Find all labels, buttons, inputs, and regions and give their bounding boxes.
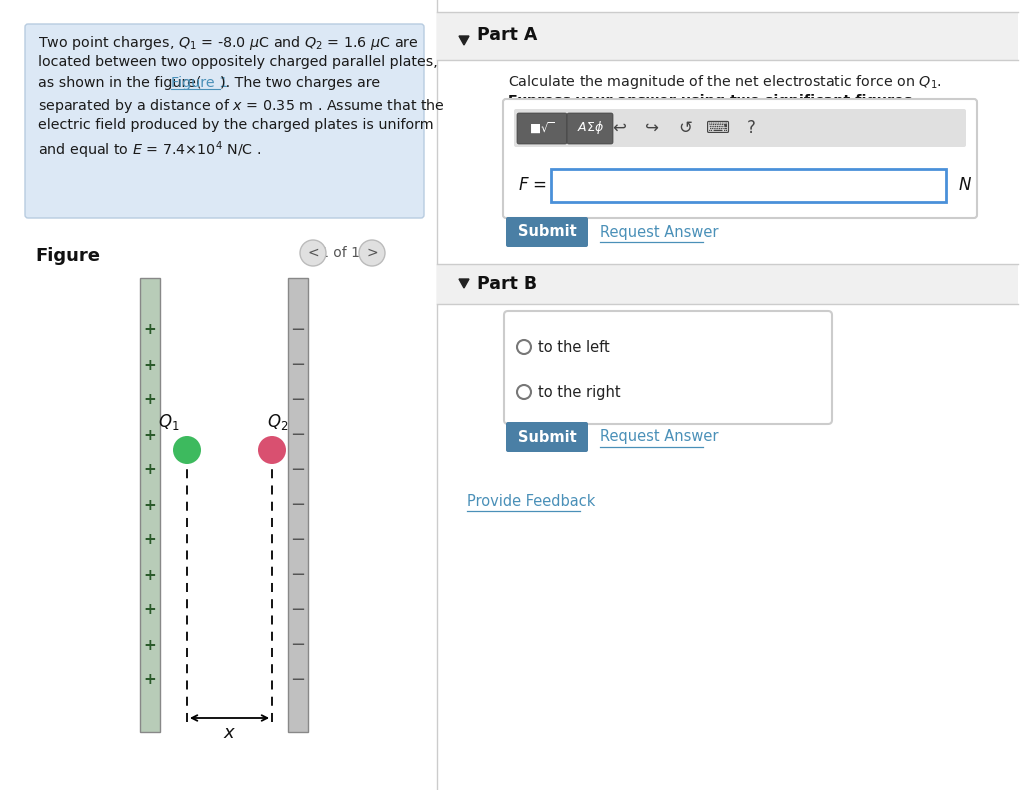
Text: $Q_1$: $Q_1$ [159, 412, 180, 432]
Text: Two point charges, $Q_1$ = -8.0 $\mu$C and $Q_2$ = 1.6 $\mu$C are: Two point charges, $Q_1$ = -8.0 $\mu$C a… [38, 34, 419, 52]
Circle shape [359, 240, 385, 266]
FancyBboxPatch shape [517, 113, 567, 144]
Text: −: − [291, 531, 305, 549]
Text: $Q_2$: $Q_2$ [267, 412, 289, 432]
FancyBboxPatch shape [437, 12, 1018, 60]
Text: Submit: Submit [517, 224, 577, 239]
FancyBboxPatch shape [504, 311, 831, 424]
Circle shape [517, 340, 531, 354]
Text: Request Answer: Request Answer [600, 224, 719, 239]
Text: electric field produced by the charged plates is uniform: electric field produced by the charged p… [38, 118, 433, 132]
FancyBboxPatch shape [506, 217, 588, 247]
Circle shape [300, 240, 326, 266]
Text: +: + [143, 393, 157, 408]
Circle shape [173, 436, 201, 464]
FancyBboxPatch shape [288, 278, 308, 732]
Text: $F$ =: $F$ = [518, 176, 547, 194]
Text: −: − [291, 321, 305, 339]
FancyBboxPatch shape [503, 99, 977, 218]
Text: −: − [291, 356, 305, 374]
Text: Provide Feedback: Provide Feedback [467, 495, 595, 510]
FancyBboxPatch shape [551, 168, 946, 201]
Text: Request Answer: Request Answer [600, 430, 719, 445]
Text: Give its direction.: Give its direction. [508, 317, 633, 331]
FancyBboxPatch shape [567, 113, 613, 144]
Text: ⌨: ⌨ [706, 119, 730, 137]
Text: +: + [143, 567, 157, 582]
Text: +: + [143, 322, 157, 337]
Text: as shown in the figure(: as shown in the figure( [38, 76, 202, 90]
Text: $\blacksquare\sqrt{\,}$: $\blacksquare\sqrt{\,}$ [529, 120, 555, 136]
Polygon shape [459, 36, 469, 45]
Text: $x$: $x$ [223, 724, 237, 742]
Text: +: + [143, 498, 157, 513]
Text: −: − [291, 636, 305, 654]
Text: >: > [367, 246, 378, 260]
Text: +: + [143, 603, 157, 618]
Text: N: N [959, 176, 972, 194]
Text: located between two oppositely charged parallel plates,: located between two oppositely charged p… [38, 55, 437, 69]
Text: +: + [143, 427, 157, 442]
FancyBboxPatch shape [25, 24, 424, 218]
Text: and equal to $E$ = 7.4$\times$10$^4$ N/C .: and equal to $E$ = 7.4$\times$10$^4$ N/C… [38, 139, 261, 160]
Text: $A\Sigma\phi$: $A\Sigma\phi$ [577, 119, 603, 137]
Text: Submit: Submit [517, 430, 577, 445]
Text: −: − [291, 566, 305, 584]
Polygon shape [459, 279, 469, 288]
Text: ↺: ↺ [678, 119, 692, 137]
Text: to the right: to the right [538, 385, 621, 400]
Text: ↪: ↪ [645, 119, 658, 137]
Circle shape [517, 385, 531, 399]
FancyBboxPatch shape [140, 278, 160, 732]
Text: −: − [291, 426, 305, 444]
Text: +: + [143, 462, 157, 477]
Text: −: − [291, 601, 305, 619]
Text: +: + [143, 638, 157, 653]
Text: −: − [291, 391, 305, 409]
FancyBboxPatch shape [437, 264, 1018, 304]
Text: −: − [291, 461, 305, 479]
Text: +: + [143, 532, 157, 547]
Text: ). The two charges are: ). The two charges are [220, 76, 380, 90]
Text: Part A: Part A [477, 26, 538, 44]
Text: Figure: Figure [35, 247, 100, 265]
Text: to the left: to the left [538, 340, 609, 355]
Text: separated by a distance of $x$ = 0.35 m . Assume that the: separated by a distance of $x$ = 0.35 m … [38, 97, 445, 115]
Text: −: − [291, 496, 305, 514]
FancyBboxPatch shape [514, 109, 966, 147]
Text: ↩: ↩ [612, 119, 626, 137]
Text: +: + [143, 672, 157, 687]
Text: ?: ? [746, 119, 756, 137]
Text: Calculate the magnitude of the net electrostatic force on $Q_1$.: Calculate the magnitude of the net elect… [508, 73, 942, 91]
Text: +: + [143, 358, 157, 373]
Circle shape [258, 436, 286, 464]
Text: 1 of 1: 1 of 1 [319, 246, 360, 260]
FancyBboxPatch shape [506, 422, 588, 452]
Text: Express your answer using two significant figures.: Express your answer using two significan… [508, 94, 918, 108]
Text: −: − [291, 671, 305, 689]
Text: <: < [307, 246, 318, 260]
Text: Part B: Part B [477, 275, 538, 293]
Text: Figure 1: Figure 1 [171, 76, 228, 90]
